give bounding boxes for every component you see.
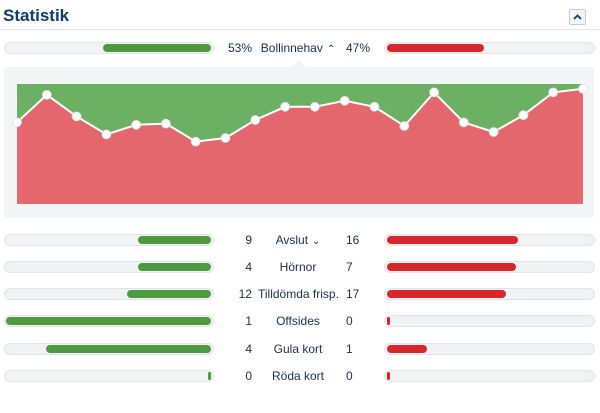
- stat-away-value: 7: [346, 260, 353, 274]
- away-momentum-area: [17, 88, 583, 204]
- stat-home-bar: [4, 288, 214, 300]
- stat-label: Offsides: [258, 314, 338, 328]
- stat-home-fill: [46, 345, 211, 353]
- stat-label-text: Tilldömda frisp.: [258, 287, 339, 301]
- stat-row: 4 Gula kort 1: [0, 342, 600, 358]
- stat-home-bar: [4, 343, 214, 355]
- momentum-point: [190, 136, 201, 147]
- stat-away-fill: [387, 345, 427, 353]
- stat-away-value: 1: [346, 342, 353, 356]
- chevron-up-icon: ⌃: [326, 44, 336, 55]
- stat-away-bar: [384, 315, 595, 327]
- stat-away-value: 16: [346, 233, 360, 247]
- stat-away-value: 0: [346, 369, 353, 383]
- possession-away-fill: [387, 44, 484, 52]
- stat-label-text: Hörnor: [279, 260, 317, 274]
- possession-home-fill: [103, 44, 211, 52]
- stat-label: Röda kort: [258, 369, 338, 383]
- momentum-point: [309, 101, 320, 112]
- momentum-point: [518, 110, 529, 121]
- possession-home-bar: [4, 42, 214, 54]
- momentum-point: [101, 129, 112, 140]
- momentum-point: [429, 87, 440, 98]
- stat-away-bar: [384, 288, 595, 300]
- page-title: Statistik: [3, 6, 70, 25]
- stat-home-fill: [127, 290, 211, 298]
- momentum-point: [578, 83, 588, 94]
- momentum-point: [131, 119, 142, 130]
- momentum-point: [250, 115, 261, 125]
- stat-home-value: 12: [238, 287, 252, 301]
- momentum-point: [12, 117, 22, 128]
- possession-away-bar: [384, 42, 595, 54]
- momentum-point: [369, 101, 380, 112]
- possession-home-value: 53%: [227, 41, 252, 55]
- chevron-up-icon: [573, 14, 582, 20]
- stat-row: 1 Offsides 0: [0, 314, 600, 330]
- stat-label[interactable]: Avslut ⌄: [258, 233, 338, 247]
- stat-away-fill: [387, 290, 506, 298]
- momentum-point: [399, 121, 410, 131]
- stat-row[interactable]: 9 Avslut ⌄ 16: [0, 233, 600, 249]
- chart-pointer: [291, 60, 307, 68]
- momentum-point: [339, 95, 350, 106]
- stat-label: Tilldömda frisp.: [258, 287, 339, 301]
- momentum-point: [280, 101, 291, 112]
- momentum-point: [488, 127, 499, 137]
- stat-label-text: Avslut: [275, 233, 309, 247]
- stat-home-bar: [4, 261, 214, 273]
- stat-home-fill: [138, 236, 211, 244]
- stat-away-bar: [384, 261, 595, 273]
- momentum-line: [16, 87, 584, 143]
- stat-label-text: Röda kort: [271, 369, 325, 383]
- stat-row: 4 Hörnor 7: [0, 260, 600, 276]
- header-divider: [0, 29, 600, 30]
- collapse-button[interactable]: [569, 9, 586, 25]
- momentum-point: [71, 111, 82, 122]
- stat-label-text: Gula kort: [273, 342, 323, 356]
- stat-home-fill: [208, 372, 211, 380]
- stat-away-bar: [384, 234, 595, 246]
- stat-home-value: 1: [245, 314, 252, 328]
- momentum-point: [41, 89, 52, 100]
- possession-label[interactable]: Bollinnehav ⌃: [258, 41, 338, 55]
- stat-away-bar: [384, 343, 595, 355]
- stat-home-value: 0: [245, 369, 252, 383]
- stat-label: Hörnor: [258, 260, 338, 274]
- stat-away-bar: [384, 370, 595, 382]
- stat-away-fill: [387, 236, 518, 244]
- momentum-point: [548, 87, 559, 98]
- stat-home-fill: [6, 317, 211, 325]
- stat-away-fill: [387, 317, 390, 325]
- possession-row[interactable]: 53% Bollinnehav ⌃ 47%: [0, 41, 600, 57]
- stat-label: Gula kort: [258, 342, 338, 356]
- stat-home-bar: [4, 234, 214, 246]
- stat-home-value: 4: [245, 342, 252, 356]
- stat-away-fill: [387, 372, 390, 380]
- stat-home-bar: [4, 315, 214, 327]
- stat-away-value: 17: [346, 287, 360, 301]
- stat-row: 0 Röda kort 0: [0, 369, 600, 385]
- chevron-down-icon: ⌄: [312, 236, 321, 247]
- stat-away-value: 0: [346, 314, 353, 328]
- stat-home-bar: [4, 370, 214, 382]
- momentum-point: [220, 133, 231, 143]
- stat-home-value: 9: [245, 233, 252, 247]
- statistics-header: Statistik: [0, 0, 600, 32]
- momentum-point: [160, 118, 171, 129]
- stat-row: 12 Tilldömda frisp. 17: [0, 287, 600, 303]
- stat-home-fill: [138, 263, 211, 271]
- stat-away-fill: [387, 263, 516, 271]
- momentum-point: [458, 117, 469, 128]
- possession-label-text: Bollinnehav: [260, 41, 323, 55]
- stat-label-text: Offsides: [276, 314, 320, 328]
- possession-away-value: 47%: [346, 41, 371, 55]
- stat-home-value: 4: [245, 260, 252, 274]
